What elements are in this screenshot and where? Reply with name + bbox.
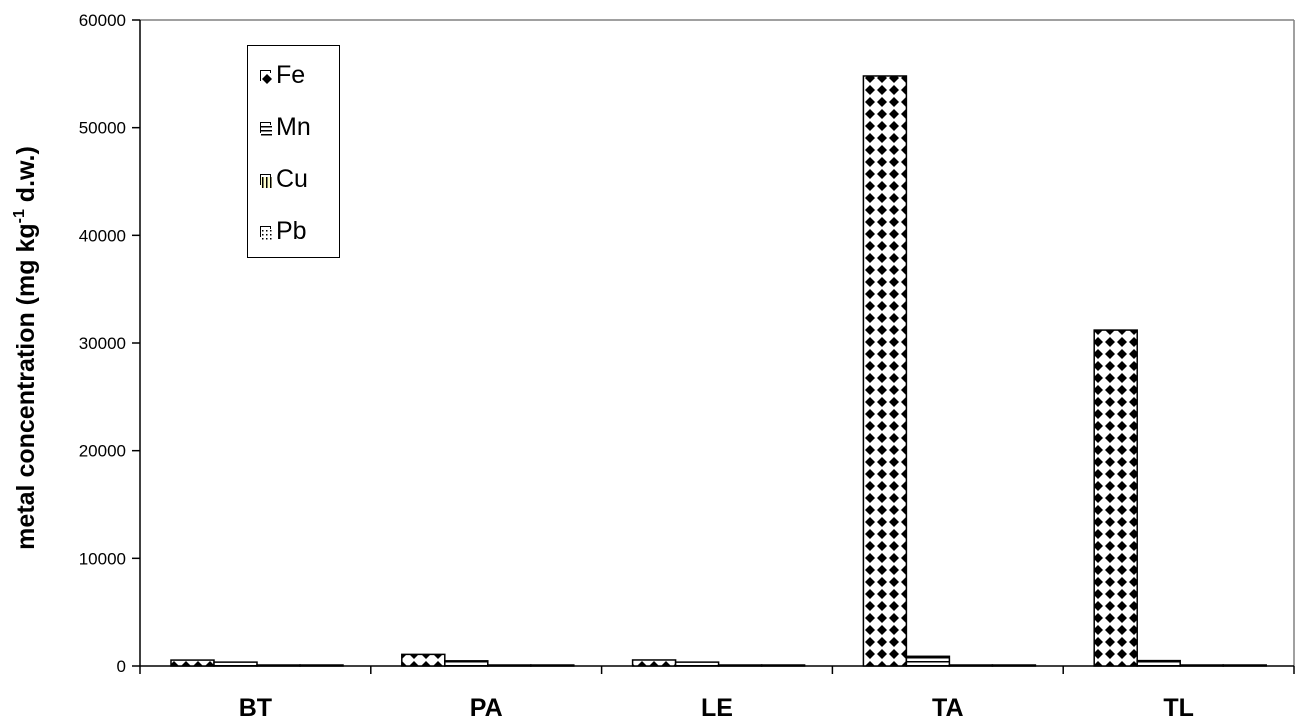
legend-swatch-cu bbox=[260, 173, 272, 188]
y-axis: 0 10000 20000 30000 40000 50000 60000 bbox=[79, 11, 141, 676]
legend-label-pb: Pb bbox=[276, 216, 307, 245]
bar-pb-bt bbox=[299, 664, 344, 667]
bar-cu-bt bbox=[256, 664, 301, 667]
x-tick-label: LE bbox=[701, 694, 733, 722]
plot-area bbox=[140, 19, 1295, 666]
legend-swatch-fe bbox=[260, 69, 272, 84]
legend-swatch-fe-icon bbox=[261, 72, 272, 84]
y-tick-label: 30000 bbox=[79, 334, 126, 353]
bar-fe-ta bbox=[862, 75, 908, 667]
legend: Fe Mn Cu Pb bbox=[247, 45, 340, 258]
x-tick-label: TA bbox=[932, 694, 963, 722]
bar-fe-pa bbox=[401, 653, 446, 667]
legend-label-cu: Cu bbox=[276, 164, 308, 193]
bar-mn-tl bbox=[1136, 659, 1181, 667]
x-tick-label: PA bbox=[470, 694, 503, 722]
bar-fe-bt bbox=[170, 659, 215, 667]
bar-mn-pa bbox=[444, 660, 489, 667]
y-tick-label: 0 bbox=[117, 657, 126, 676]
bar-cu-tl bbox=[1179, 664, 1224, 667]
bars bbox=[170, 75, 1267, 667]
bar-pb-pa bbox=[530, 664, 575, 667]
bar-pb-le bbox=[760, 664, 806, 667]
bar-cu-pa bbox=[487, 664, 532, 667]
bar-pb-ta bbox=[991, 664, 1037, 667]
bar-mn-le bbox=[674, 661, 720, 667]
legend-swatch-pb-icon bbox=[261, 228, 272, 240]
legend-swatch-pb bbox=[260, 225, 272, 240]
y-axis-label: metal concentration (mg kg-1 d.w.) bbox=[11, 146, 40, 550]
x-axis: BT PA LE TA TL bbox=[139, 665, 1295, 722]
legend-swatch-cu-icon bbox=[261, 176, 272, 188]
bar-fe-tl bbox=[1093, 329, 1138, 667]
legend-swatch-mn-icon bbox=[261, 124, 272, 136]
bar-pb-tl bbox=[1222, 664, 1267, 667]
y-axis-title: metal concentration (mg kg-1 d.w.) bbox=[11, 146, 40, 550]
x-tick-label: BT bbox=[239, 694, 272, 722]
y-tick-label: 20000 bbox=[79, 442, 126, 461]
x-tick-label: TL bbox=[1163, 694, 1194, 722]
bar-cu-le bbox=[717, 664, 763, 667]
bar-fe-le bbox=[631, 659, 677, 667]
legend-label-fe: Fe bbox=[276, 60, 306, 89]
legend-swatch-mn bbox=[260, 121, 272, 136]
bar-mn-bt bbox=[213, 661, 258, 667]
bar-mn-ta bbox=[905, 655, 951, 667]
legend-item-pb: Pb bbox=[260, 216, 307, 246]
legend-item-mn: Mn bbox=[260, 112, 311, 142]
legend-item-cu: Cu bbox=[260, 164, 308, 194]
bar-cu-ta bbox=[948, 664, 994, 667]
legend-label-mn: Mn bbox=[276, 112, 311, 141]
y-tick-label: 50000 bbox=[79, 119, 126, 138]
legend-item-fe: Fe bbox=[260, 60, 305, 90]
y-tick-label: 40000 bbox=[79, 226, 126, 245]
y-tick-label: 10000 bbox=[79, 549, 126, 568]
y-tick-label: 60000 bbox=[79, 11, 126, 30]
